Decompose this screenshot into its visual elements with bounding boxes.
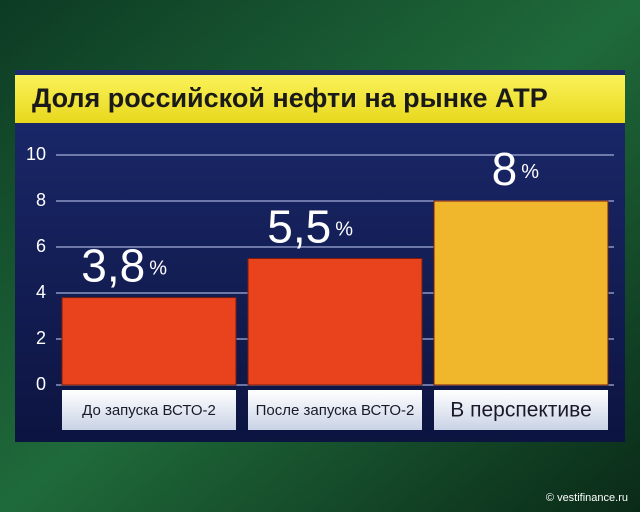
value-label-unit: % — [149, 258, 167, 280]
value-label: 3,8% — [81, 240, 167, 292]
category-box — [434, 390, 608, 430]
value-label-unit: % — [335, 219, 353, 241]
value-label: 5,5% — [267, 201, 353, 253]
value-label-unit: % — [521, 161, 539, 183]
x-tick-label: В перспективе — [450, 399, 592, 422]
x-tick-label: После запуска ВСТО-2 — [256, 402, 415, 419]
category-box — [62, 390, 236, 430]
y-tick-label: 6 — [36, 236, 46, 256]
y-tick-label: 4 — [36, 282, 46, 302]
value-label-number: 5,5 — [267, 201, 331, 253]
value-label-number: 8 — [492, 143, 518, 195]
category-box — [248, 390, 422, 430]
bar — [247, 258, 423, 386]
y-tick-label: 8 — [36, 190, 46, 210]
y-tick-label: 10 — [26, 144, 46, 164]
source: © vestifinance.ru — [546, 492, 628, 504]
y-tick-label: 2 — [36, 328, 46, 348]
chart-title: Доля российской нефти на рынке АТР — [32, 83, 548, 113]
value-label: 8% — [492, 143, 540, 195]
bar — [61, 297, 237, 386]
value-label-number: 3,8 — [81, 240, 145, 292]
bar — [433, 200, 609, 386]
title-bar — [15, 75, 625, 123]
x-tick-label: До запуска ВСТО-2 — [82, 402, 216, 419]
y-tick-label: 0 — [36, 374, 46, 394]
